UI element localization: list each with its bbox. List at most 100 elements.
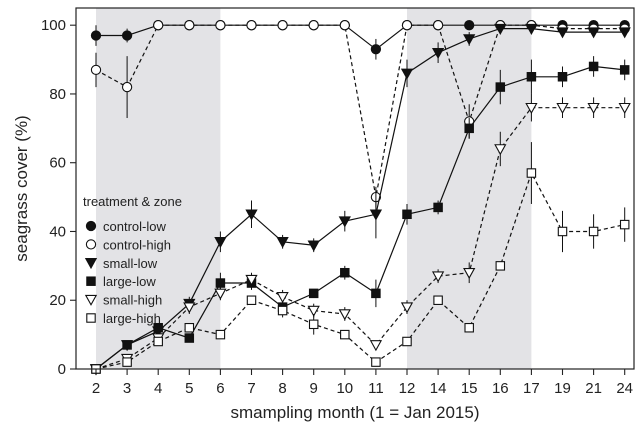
point-small-low-15 <box>463 34 476 46</box>
legend-label-small-high: small-high <box>103 293 162 308</box>
point-small-high-11 <box>369 340 383 352</box>
legend-title: treatment & zone <box>83 194 182 209</box>
point-large-high-11 <box>371 357 381 367</box>
point-small-high-12 <box>400 302 414 314</box>
y-tick-label-40: 40 <box>49 223 66 240</box>
shaded-period-1 <box>96 8 221 369</box>
point-large-high-6 <box>215 329 226 340</box>
point-large-low-9 <box>308 288 319 299</box>
point-large-high-3 <box>122 357 132 367</box>
point-small-low-19 <box>556 27 569 39</box>
point-large-low-10 <box>340 267 350 278</box>
point-large-low-3 <box>122 340 132 350</box>
legend-marker-small-low <box>84 258 98 270</box>
x-tick-label-8: 8 <box>278 380 286 397</box>
legend-marker-large-high <box>86 313 96 323</box>
point-control-high-6 <box>215 20 226 31</box>
point-small-low-24 <box>618 27 631 39</box>
x-tick-label-24: 24 <box>616 380 633 397</box>
point-small-low-7 <box>245 209 258 221</box>
point-small-high-10 <box>338 309 351 321</box>
point-small-high-19 <box>556 102 569 115</box>
point-small-low-17 <box>525 23 538 35</box>
series-line-small-high <box>95 107 625 370</box>
point-control-low-15 <box>464 20 475 31</box>
legend-marker-small-high <box>84 294 98 306</box>
point-small-high-9 <box>307 305 320 317</box>
point-large-high-21 <box>588 226 599 237</box>
legend: treatment & zone control-low control-high s… <box>83 194 182 326</box>
point-control-low-3 <box>121 30 133 41</box>
y-tick-label-80: 80 <box>49 86 66 103</box>
point-small-high-5 <box>183 302 196 314</box>
series-line-control-high <box>95 24 625 198</box>
x-tick-label-10: 10 <box>336 380 353 397</box>
point-large-high-7 <box>246 295 257 305</box>
point-control-high-14 <box>432 20 444 31</box>
point-small-low-21 <box>587 27 600 39</box>
point-large-high-10 <box>340 329 350 340</box>
series-line-large-high <box>95 171 625 370</box>
x-tick-label-3: 3 <box>123 380 131 397</box>
x-tick-label-16: 16 <box>492 380 509 397</box>
point-large-low-19 <box>557 72 568 82</box>
point-large-low-4 <box>153 322 163 333</box>
y-tick-label-0: 0 <box>58 361 66 378</box>
point-large-high-8 <box>277 305 288 316</box>
x-tick-label-6: 6 <box>216 380 224 397</box>
point-large-low-5 <box>184 333 195 343</box>
y-axis-title: seagrass cover (%) <box>12 115 31 261</box>
point-large-high-12 <box>402 336 412 347</box>
point-small-high-6 <box>214 288 227 300</box>
point-small-low-11 <box>369 209 383 221</box>
y-tick-label-20: 20 <box>49 292 66 309</box>
legend-label-control-high: control-high <box>103 237 171 252</box>
x-tick-label-14: 14 <box>430 380 447 397</box>
point-large-high-17 <box>526 168 537 178</box>
point-large-high-9 <box>308 319 319 330</box>
point-control-high-3 <box>121 81 133 93</box>
point-control-low-11 <box>370 44 382 55</box>
point-control-high-10 <box>339 20 350 31</box>
point-large-high-14 <box>433 295 443 305</box>
point-small-high-15 <box>463 267 476 280</box>
point-control-low-2 <box>90 30 102 41</box>
x-tick-label-17: 17 <box>523 380 540 397</box>
x-tick-label-4: 4 <box>154 380 162 397</box>
point-control-high-4 <box>153 20 164 31</box>
point-large-high-24 <box>619 219 630 230</box>
point-control-high-7 <box>246 20 257 31</box>
point-control-high-8 <box>277 20 288 31</box>
point-small-high-8 <box>276 292 289 304</box>
point-small-low-12 <box>400 68 414 80</box>
point-small-low-16 <box>494 23 507 35</box>
x-tick-label-9: 9 <box>310 380 318 397</box>
point-small-low-8 <box>276 237 289 249</box>
point-control-high-2 <box>90 64 102 76</box>
point-large-high-15 <box>464 322 474 333</box>
point-small-low-9 <box>307 240 320 252</box>
y-tick-label-100: 100 <box>41 17 66 34</box>
point-small-low-10 <box>338 216 351 228</box>
x-tick-label-2: 2 <box>92 380 100 397</box>
point-small-low-6 <box>214 237 227 249</box>
series-line-large-low <box>95 65 625 370</box>
x-tick-label-12: 12 <box>399 380 416 397</box>
point-large-high-16 <box>495 261 506 271</box>
point-large-low-24 <box>619 65 630 75</box>
x-axis-title: smampling month (1 = Jan 2015) <box>231 403 480 422</box>
point-small-high-17 <box>525 102 538 115</box>
point-control-high-12 <box>401 20 413 31</box>
point-large-low-12 <box>402 209 412 220</box>
point-control-high-9 <box>308 20 319 31</box>
x-tick-label-19: 19 <box>554 380 571 397</box>
legend-label-small-low: small-low <box>103 256 158 271</box>
point-small-high-7 <box>245 274 258 286</box>
plot-frame <box>75 7 635 370</box>
point-small-high-14 <box>431 271 445 283</box>
x-tick-label-5: 5 <box>185 380 193 397</box>
legend-marker-control-low <box>85 220 97 232</box>
point-small-low-14 <box>431 47 445 60</box>
point-small-high-24 <box>618 102 631 115</box>
x-tick-label-21: 21 <box>585 380 602 397</box>
